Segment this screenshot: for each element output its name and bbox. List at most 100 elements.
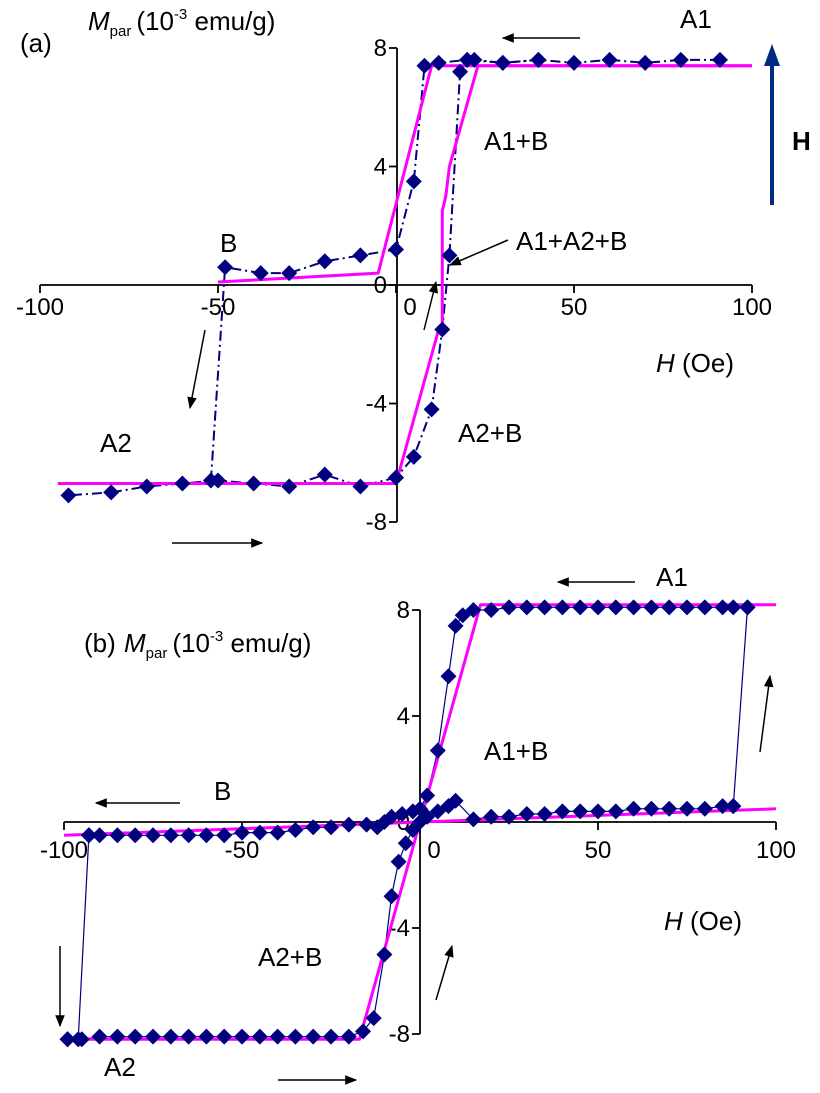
panel-a-data-point: [405, 448, 422, 465]
panel-a-ylabel-symbol: M: [88, 6, 110, 36]
panel-a-measured-line-0: [395, 58, 720, 479]
panel-b-data-point: [73, 1031, 90, 1048]
panel-b-measured-line-3: [732, 607, 749, 807]
panel-b-x-tick-label: 50: [585, 837, 612, 864]
panel-b-data-point: [198, 1028, 215, 1045]
panel-b-data-point: [739, 599, 756, 616]
panel-a-down-arrow: [187, 329, 206, 410]
panel-b-data-point: [390, 853, 407, 870]
panel-b-data-point: [80, 827, 97, 844]
panel-b-data-point: [518, 599, 535, 616]
panel-b-data-point: [234, 824, 250, 841]
panel-b-ylabel-units-post: emu/g): [223, 628, 311, 658]
panel-a-data-point: [202, 472, 219, 489]
panel-b-data-point: [725, 798, 742, 815]
panel-b-data-point: [447, 617, 464, 634]
panel-b-data-point: [383, 888, 400, 905]
panel-b-xlabel: H (Oe): [664, 906, 742, 936]
panel-b-data-point: [661, 800, 678, 817]
panel-a-data-point: [281, 265, 298, 282]
panel-b-data-point: [590, 803, 606, 820]
panel-b-x-tick-label: -100: [40, 837, 88, 864]
panel-a-data-point: [352, 478, 369, 495]
panel-b-annotation-a1: A1: [656, 562, 688, 592]
panel-b-data-point: [355, 1023, 372, 1040]
panel-b-x-tick-label: 0: [427, 837, 440, 864]
panel-b-data-point: [59, 1031, 76, 1048]
panel-a-data-point: [252, 265, 269, 282]
panel-b-data-point: [340, 1028, 357, 1045]
panel-b-data-point: [305, 819, 322, 836]
panel-b-data-point: [501, 599, 517, 616]
panel-b-data-point: [572, 599, 589, 616]
panel-b-data-point: [216, 827, 233, 844]
panel-b-data-point: [369, 819, 386, 836]
panel-a-x-tick-label: 50: [561, 294, 588, 321]
panel-b-data-point: [625, 800, 642, 817]
panel-b-xlabel-symbol: H: [664, 906, 683, 936]
panel-a-data-point: [601, 51, 618, 68]
panel-b-data-point: [643, 800, 660, 817]
panel-a-data-point: [316, 253, 333, 270]
panel-b-data-point: [394, 806, 411, 823]
panel-b-data-point: [180, 827, 197, 844]
panel-b-data-point: [340, 816, 357, 833]
panel-b-data-point: [607, 599, 624, 616]
panel-b-y-tick-label: -8: [389, 1021, 410, 1048]
panel-a-up-arrow: [423, 280, 439, 331]
panel-a-xlabel-symbol: H: [656, 348, 675, 378]
panel-a-annotation-b: B: [220, 228, 237, 258]
panel-a-data-point: [434, 321, 451, 338]
panel-a-data-point: [430, 54, 447, 71]
panel-a-data-point: [452, 63, 469, 80]
panel-a-x-tick-label: 100: [732, 294, 772, 321]
panel-b-data-point: [572, 803, 589, 820]
panel-a-model-line-0: [57, 64, 752, 485]
panel-b-annotation-a1-b: A1+B: [484, 736, 548, 766]
field-direction-arrow: [764, 44, 780, 205]
panel-b-xlabel-units: (Oe): [683, 906, 742, 936]
panel-b-data-point: [465, 811, 482, 828]
panel-b-data-point: [696, 599, 713, 616]
panel-a-annotation-a2-b: A2+B: [458, 418, 522, 448]
panel-a-annotation-a2: A2: [100, 428, 132, 458]
panel-a-y-tick-label: 0: [374, 272, 387, 299]
panel-a-xlabel-units: (Oe): [675, 348, 734, 378]
panel-b-data-point: [447, 792, 464, 809]
panel-b-data-point: [440, 668, 457, 685]
panel-a-data-point: [416, 57, 433, 74]
panel-b-data-point: [234, 1028, 250, 1045]
panel-a-data-point: [138, 478, 155, 495]
panel-b-data-point: [607, 803, 624, 820]
panel-a-data-point: [103, 484, 120, 501]
panel-a-model-line-1: [217, 64, 752, 284]
panel-b-data-point: [536, 599, 553, 616]
panel-b-data-point: [323, 1028, 339, 1045]
panel-b-data-point: [554, 599, 571, 616]
panel-a-xlabel: H (Oe): [656, 348, 734, 378]
panel-a-x-tick-label: -100: [16, 294, 64, 321]
panel-b-data-point: [404, 803, 421, 820]
panel-b-right-up-arrow: [759, 674, 774, 753]
panel-a-ylabel-units-pre: (10: [136, 6, 174, 36]
panel-b-data-point: [483, 602, 500, 618]
panel-b-data-point: [358, 816, 375, 833]
panel-b-data-point: [269, 1028, 286, 1045]
panel-b-data-point: [162, 1028, 179, 1045]
panel-b-data-point: [454, 607, 471, 624]
field-direction-label: H: [792, 126, 811, 156]
panel-b-data-point: [365, 1010, 382, 1027]
panel-b-data-point: [145, 827, 161, 844]
panel-a-data-point: [672, 51, 689, 68]
panel-a-data-point: [530, 51, 547, 68]
panel-b-annotation-b: B: [214, 776, 231, 806]
panel-b-ylabel: Mpar (10-3 emu/g): [124, 628, 311, 662]
panel-b-data-point: [180, 1028, 197, 1045]
panel-b-data-point: [679, 800, 695, 817]
panel-b-data-point: [679, 599, 695, 616]
panel-a-y-tick-label: -8: [366, 509, 387, 536]
panel-a-data-point: [60, 487, 77, 504]
panel-b-data-point: [216, 1028, 233, 1045]
